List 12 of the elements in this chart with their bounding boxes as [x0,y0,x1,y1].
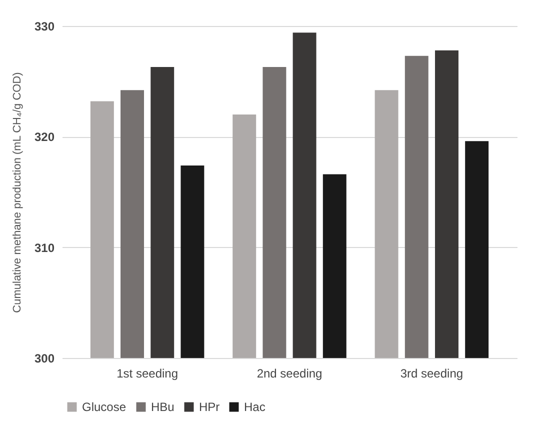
y-tick-label: 320 [34,130,55,144]
x-tick-label: 1st seeding [116,366,178,380]
y-tick-label: 310 [34,240,55,255]
x-tick-label: 3rd seeding [400,366,464,380]
legend-label: Glucose [82,400,126,414]
y-tick-label: 330 [34,20,55,34]
y-tick-label: 300 [34,352,55,366]
legend-label: HBu [151,400,174,414]
legend-label: Hac [244,400,266,414]
y-axis-title: Cumulative methane production (mL CH₄/g COD) [11,72,24,313]
legend-label: HPr [199,400,220,414]
x-tick-label: 2nd seeding [256,366,322,380]
